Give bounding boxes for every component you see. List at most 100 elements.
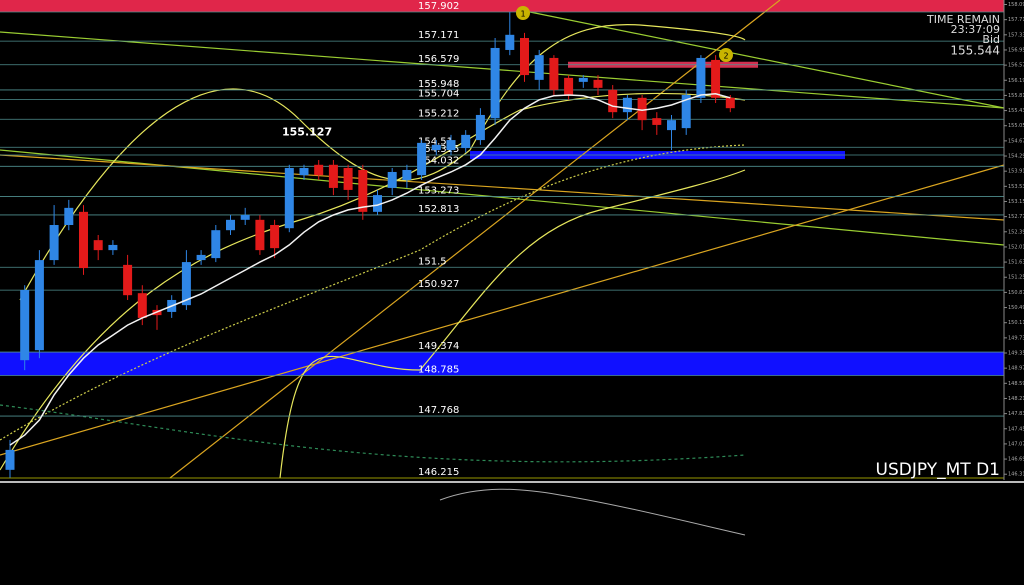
candle-body	[431, 144, 441, 151]
y-tick-label: 148.590	[1008, 381, 1024, 387]
candle-body	[578, 77, 588, 82]
level-label: 154.032	[418, 155, 459, 166]
y-tick-label: 151.250	[1008, 275, 1024, 281]
moving-average	[9, 93, 731, 446]
level-label: 155.704	[418, 89, 459, 100]
y-tick-label: 155.810	[1008, 93, 1024, 99]
candle-body	[652, 118, 662, 125]
candle-body	[505, 34, 515, 50]
symbol: USDJPY_MT D1	[876, 460, 1000, 480]
y-tick-label: 146.690	[1008, 457, 1024, 463]
indicator-panel	[439, 488, 746, 536]
y-tick-label: 156.570	[1008, 63, 1024, 69]
bid: 155.544	[950, 44, 1000, 58]
candle-body	[343, 167, 353, 190]
resistance-band	[0, 0, 1004, 13]
level-label: 157.171	[418, 30, 459, 41]
level-label: 154.51	[418, 136, 453, 147]
candle-body	[226, 219, 235, 231]
y-tick-label: 155.050	[1008, 123, 1024, 129]
candle-body	[387, 171, 397, 188]
candle-body	[64, 207, 74, 226]
candle-body	[461, 134, 471, 149]
support-zone	[0, 352, 1004, 376]
trend-lines	[0, 0, 1005, 479]
candle-body	[358, 169, 368, 212]
high-annotation: 155.127	[282, 126, 332, 139]
y-tick-label: 157.330	[1008, 32, 1024, 38]
candle-body	[402, 169, 412, 180]
candle-body	[181, 262, 191, 306]
y-tick-label: 152.390	[1008, 229, 1024, 235]
candle-body	[564, 77, 574, 96]
candle-body	[696, 57, 706, 98]
y-tick-label: 158.090	[1008, 2, 1024, 8]
y-tick-label: 150.110	[1008, 320, 1024, 326]
y-tick-label: 154.290	[1008, 154, 1024, 160]
candle-body	[240, 215, 250, 220]
candle-body	[534, 55, 544, 80]
y-tick-label: 148.210	[1008, 396, 1024, 402]
y-tick-label: 154.670	[1008, 138, 1024, 144]
y-tick-label: 156.950	[1008, 47, 1024, 53]
candle-body	[299, 167, 309, 176]
bid-label: Bid	[982, 33, 1000, 46]
level-label: 149.374	[418, 341, 459, 352]
level-label: 146.215	[418, 467, 459, 478]
y-tick-label: 151.630	[1008, 260, 1024, 266]
y-tick-label: 157.710	[1008, 17, 1024, 23]
candle-body	[520, 37, 529, 76]
level-label: 156.579	[418, 54, 459, 65]
candle-body	[93, 240, 103, 251]
candle-body	[108, 244, 118, 251]
timer-label: TIME REMAIN	[926, 13, 1000, 26]
level-label: 148.785	[418, 365, 459, 376]
candle-body	[637, 97, 647, 121]
timer: 23:37:09	[951, 23, 1000, 36]
y-tick-label: 147.070	[1008, 441, 1024, 447]
y-tick-label: 155.430	[1008, 108, 1024, 114]
candle-body	[270, 225, 280, 249]
y-tick-label: 147.830	[1008, 411, 1024, 417]
candle-body	[49, 225, 59, 261]
candle-body	[490, 47, 500, 119]
candle-body	[34, 260, 44, 351]
y-tick-label: 153.530	[1008, 184, 1024, 190]
candle-body	[123, 264, 133, 296]
level-label: 153.273	[418, 186, 459, 197]
candle-body	[284, 167, 294, 229]
y-tick-label: 152.770	[1008, 214, 1024, 220]
candle-body	[20, 290, 30, 361]
candle-body	[622, 97, 632, 113]
candle-body	[211, 230, 221, 259]
candle-body	[255, 219, 265, 251]
level-label: 147.768	[418, 405, 459, 416]
level-label: 152.813	[418, 204, 459, 215]
y-tick-label: 147.450	[1008, 426, 1024, 432]
marker	[516, 6, 530, 20]
y-tick-label: 152.010	[1008, 244, 1024, 250]
y-tick-label: 150.490	[1008, 305, 1024, 311]
marker	[719, 48, 733, 62]
level-label: 150.927	[418, 279, 459, 290]
y-tick-label: 149.350	[1008, 351, 1024, 357]
candle-body	[446, 140, 456, 151]
level-label: 151.5	[418, 256, 447, 267]
y-tick-label: 149.730	[1008, 335, 1024, 341]
level-label: 155.212	[418, 108, 459, 119]
candle-body	[137, 293, 147, 318]
y-tick-label: 150.870	[1008, 290, 1024, 296]
y-tick-label: 153.910	[1008, 169, 1024, 175]
candle-body	[196, 254, 206, 261]
candle-body	[549, 57, 559, 90]
level-label: 157.902	[418, 1, 459, 12]
candle-body	[417, 142, 427, 176]
candle-body	[681, 95, 691, 129]
marker-label: 1	[520, 10, 525, 19]
y-tick-label: 153.150	[1008, 199, 1024, 205]
candle-body	[475, 114, 485, 141]
y-tick-label: 156.190	[1008, 78, 1024, 84]
marker-label: 2	[723, 52, 728, 61]
candle-body	[667, 120, 676, 131]
